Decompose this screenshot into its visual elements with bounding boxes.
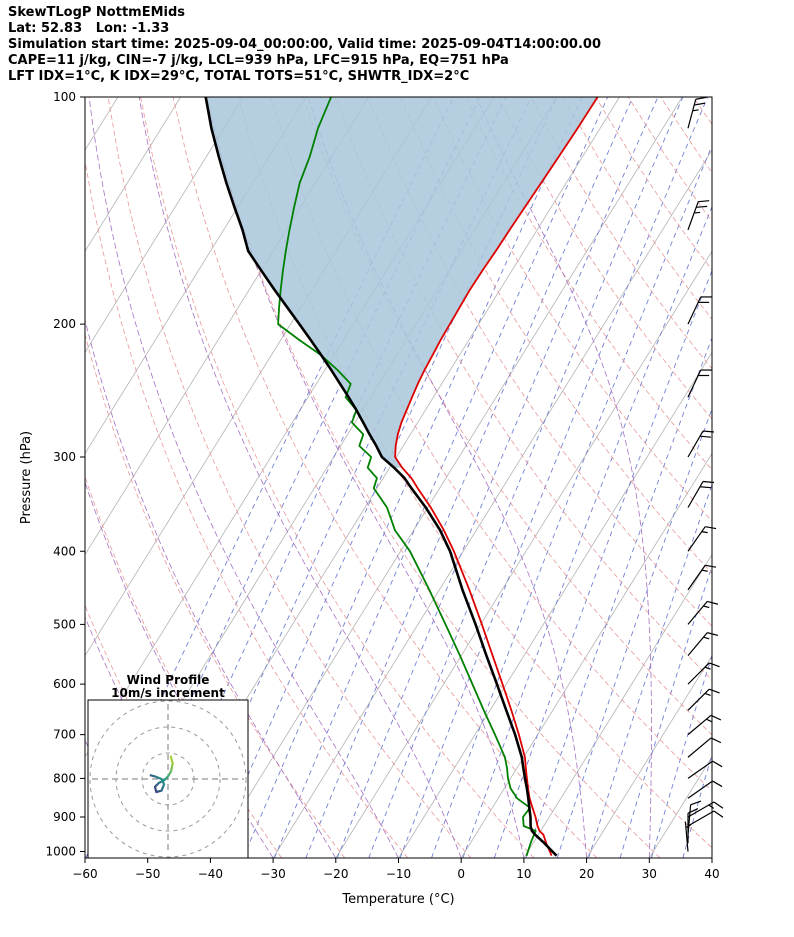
header-block: SkewTLogP NottmEMids Lat: 52.83 Lon: -1.…	[8, 5, 601, 85]
wind-barb	[687, 780, 723, 799]
x-tick-label: 0	[457, 867, 465, 881]
wind-barb	[687, 564, 717, 591]
y-tick-label: 300	[53, 450, 76, 464]
wind-barb	[687, 737, 722, 758]
y-tick-label: 400	[53, 544, 76, 558]
cape-shaded-region	[205, 97, 598, 468]
parcel-curve	[204, 97, 558, 857]
x-tick-label: 40	[704, 867, 719, 881]
x-tick-label: −60	[72, 867, 97, 881]
y-tick-label: 500	[53, 617, 76, 631]
x-tick-label: −40	[198, 867, 223, 881]
axes	[80, 96, 713, 863]
wind-barb	[687, 800, 702, 835]
time-line: Simulation start time: 2025-09-04_00:00:…	[8, 37, 601, 52]
wind-barb	[687, 801, 724, 818]
hodograph-ring	[89, 700, 247, 858]
wind-barb	[687, 200, 710, 231]
y-tick-label: 800	[53, 771, 76, 785]
x-tick-label: −20	[323, 867, 348, 881]
x-tick-label: 30	[642, 867, 657, 881]
dewpoint-curve	[277, 97, 537, 856]
x-tick-label: −50	[135, 867, 160, 881]
chart-title: SkewTLogP NottmEMids	[8, 5, 186, 20]
hodograph-trace	[149, 755, 174, 794]
wind-barb	[687, 296, 712, 325]
y-axis-label: Pressure (hPa)	[19, 431, 34, 524]
wind-barb	[687, 760, 723, 779]
wind-barb	[687, 96, 707, 129]
x-tick-label: −10	[386, 867, 411, 881]
inset-title: Wind Profile	[127, 673, 210, 687]
sounding-curves	[204, 97, 599, 857]
wind-barb	[687, 808, 699, 844]
x-axis-label: Temperature (°C)	[341, 892, 454, 907]
y-tick-label: 900	[53, 810, 76, 824]
wind-barb	[687, 430, 715, 458]
y-tick-label: 100	[53, 90, 76, 104]
wind-barb	[687, 662, 720, 685]
wind-barb	[687, 526, 717, 552]
y-tick-label: 600	[53, 677, 76, 691]
y-tick-label: 200	[53, 317, 76, 331]
wind-barb	[687, 714, 722, 736]
location-line: Lat: 52.83 Lon: -1.33	[8, 21, 170, 36]
temperature-curve	[394, 97, 599, 857]
wind-barb	[687, 632, 719, 656]
x-tick-label: −30	[260, 867, 285, 881]
wind-barb	[687, 600, 719, 625]
moist-adiabats	[85, 97, 712, 858]
wind-barbs	[684, 96, 724, 852]
indices-line-1: CAPE=11 j/kg, CIN=-7 j/kg, LCL=939 hPa, …	[8, 53, 509, 68]
inset-subtitle: 10m/s increment	[111, 686, 225, 700]
y-tick-label: 700	[53, 728, 76, 742]
wind-barb	[687, 369, 712, 398]
x-tick-label: 20	[579, 867, 594, 881]
wind-barb	[684, 821, 692, 852]
hodograph-ring	[141, 752, 195, 806]
wind-barb	[687, 688, 720, 711]
indices-line-2: LFT IDX=1°C, K IDX=29°C, TOTAL TOTS=51°C…	[8, 69, 470, 84]
wind-barb	[687, 810, 724, 827]
hodograph-ring	[115, 726, 221, 832]
y-tick-label: 1000	[45, 845, 76, 859]
x-tick-label: 10	[516, 867, 531, 881]
axis-text: −60 −50 −40 −30 −20 −10 0 10 20 30 40 100 200 300 400 5…	[19, 90, 720, 907]
